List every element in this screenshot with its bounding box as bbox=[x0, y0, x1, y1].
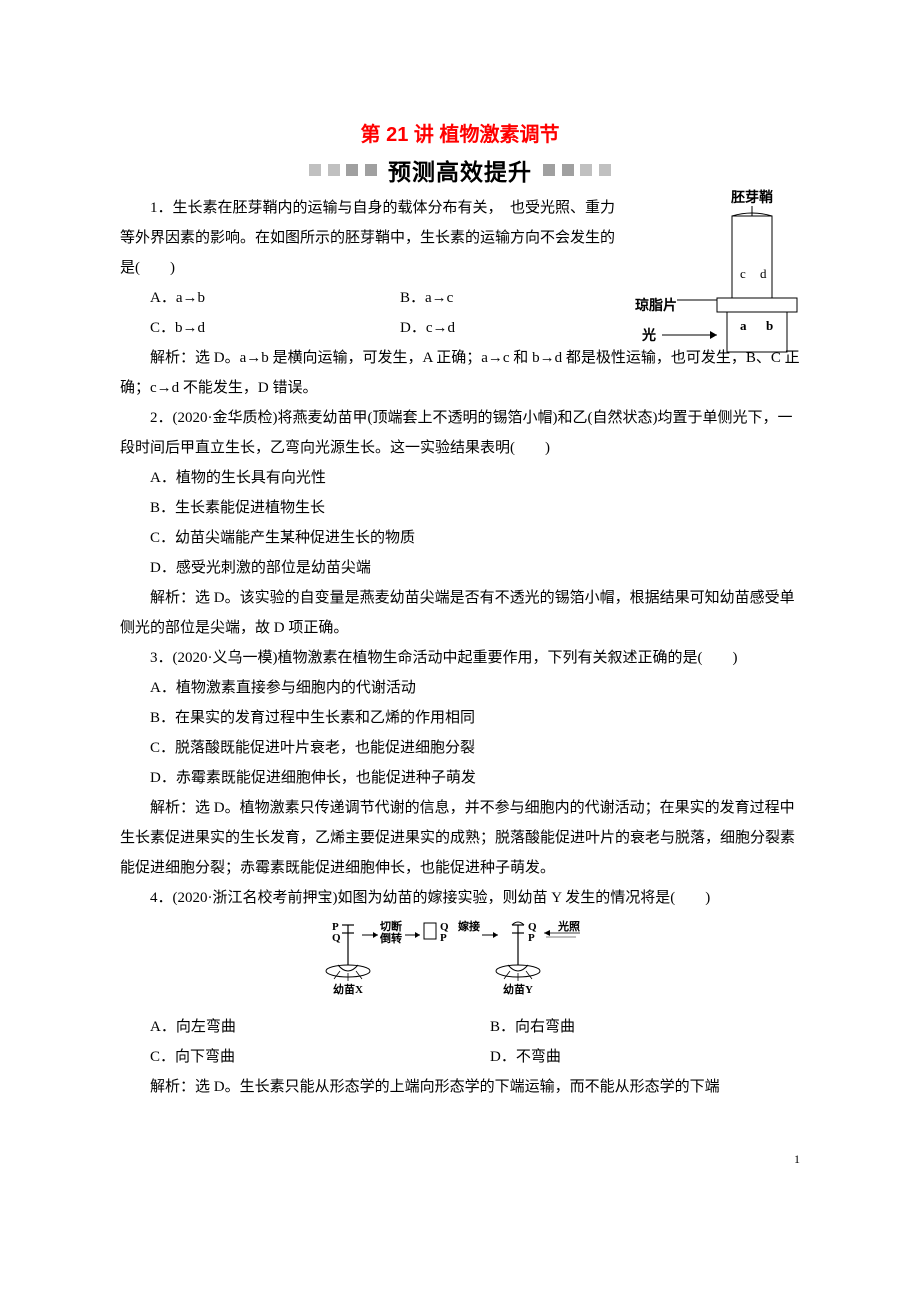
q2-explain: 解析：选 D。该实验的自变量是燕麦幼苗尖端是否有不透光的锡箔小帽，根据结果可知幼… bbox=[120, 583, 800, 643]
banner-box bbox=[365, 164, 377, 176]
fig1-label-c: c bbox=[740, 266, 746, 281]
banner: 预测高效提升 bbox=[120, 153, 800, 187]
q4-option-c: C．向下弯曲 bbox=[120, 1042, 460, 1072]
q2-option-c: C．幼苗尖端能产生某种促进生长的物质 bbox=[120, 523, 800, 553]
fig1-light-label: 光 bbox=[641, 327, 656, 344]
svg-text:嫁接: 嫁接 bbox=[457, 919, 480, 933]
banner-box bbox=[599, 164, 611, 176]
fig1-label-d: d bbox=[760, 266, 767, 281]
q2-option-a: A．植物的生长具有向光性 bbox=[120, 463, 800, 493]
page-number: 1 bbox=[120, 1152, 800, 1167]
q3-option-d: D．赤霉素既能促进细胞伸长，也能促进种子萌发 bbox=[120, 763, 800, 793]
banner-box bbox=[562, 164, 574, 176]
svg-text:光照: 光照 bbox=[557, 919, 580, 933]
fig1-label-a: a bbox=[740, 318, 747, 333]
q2-option-d: D．感受光刺激的部位是幼苗尖端 bbox=[120, 553, 800, 583]
fig1-agar-label: 琼脂片 bbox=[635, 297, 677, 314]
fig1-label-b: b bbox=[766, 318, 773, 333]
q1-option-c: C．b→d bbox=[120, 313, 370, 343]
banner-box bbox=[328, 164, 340, 176]
svg-text:倒转: 倒转 bbox=[379, 931, 402, 945]
figure-grafting: P Q 幼苗X 切断 倒转 bbox=[120, 917, 800, 1008]
q4-option-d: D．不弯曲 bbox=[460, 1042, 800, 1072]
lecture-title: 第 21 讲 植物激素调节 bbox=[120, 118, 800, 147]
q3-explain: 解析：选 D。植物激素只传递调节代谢的信息，并不参与细胞内的代谢活动；在果实的发… bbox=[120, 793, 800, 883]
q3-stem: 3．(2020·义乌一模)植物激素在植物生命活动中起重要作用，下列有关叙述正确的… bbox=[120, 643, 800, 673]
svg-text:P: P bbox=[528, 932, 535, 944]
q4-explain: 解析：选 D。生长素只能从形态学的上端向形态学的下端运输，而不能从形态学的下端 bbox=[120, 1072, 800, 1102]
banner-box bbox=[346, 164, 358, 176]
q4-option-a: A．向左弯曲 bbox=[120, 1012, 460, 1042]
figure-coleoptile: 胚芽鞘 c d 琼脂片 a b 光 bbox=[632, 188, 802, 358]
q2-stem: 2．(2020·金华质检)将燕麦幼苗甲(顶端套上不透明的锡箔小帽)和乙(自然状态… bbox=[120, 403, 800, 463]
banner-box bbox=[580, 164, 592, 176]
q3-option-b: B．在果实的发育过程中生长素和乙烯的作用相同 bbox=[120, 703, 800, 733]
q4-stem: 4．(2020·浙江名校考前押宝)如图为幼苗的嫁接实验，则幼苗 Y 发生的情况将… bbox=[120, 883, 800, 913]
fig1-coleoptile-label: 胚芽鞘 bbox=[731, 189, 773, 206]
page: 第 21 讲 植物激素调节 预测高效提升 胚芽鞘 c d 琼脂片 a bbox=[0, 0, 920, 1227]
svg-text:Q: Q bbox=[332, 932, 341, 944]
q4-option-b: B．向右弯曲 bbox=[460, 1012, 800, 1042]
q2-option-b: B．生长素能促进植物生长 bbox=[120, 493, 800, 523]
svg-text:P: P bbox=[440, 932, 447, 944]
svg-text:幼苗X: 幼苗X bbox=[333, 982, 363, 996]
q3-option-a: A．植物激素直接参与细胞内的代谢活动 bbox=[120, 673, 800, 703]
banner-text: 预测高效提升 bbox=[388, 153, 532, 187]
q1-option-a: A．a→b bbox=[120, 283, 370, 313]
q3-option-c: C．脱落酸既能促进叶片衰老，也能促进细胞分裂 bbox=[120, 733, 800, 763]
svg-text:幼苗Y: 幼苗Y bbox=[503, 982, 533, 996]
banner-box bbox=[543, 164, 555, 176]
q1-option-b: B．a→c bbox=[370, 283, 620, 313]
svg-text:切断: 切断 bbox=[380, 919, 402, 933]
q1-option-d: D．c→d bbox=[370, 313, 620, 343]
banner-box bbox=[309, 164, 321, 176]
